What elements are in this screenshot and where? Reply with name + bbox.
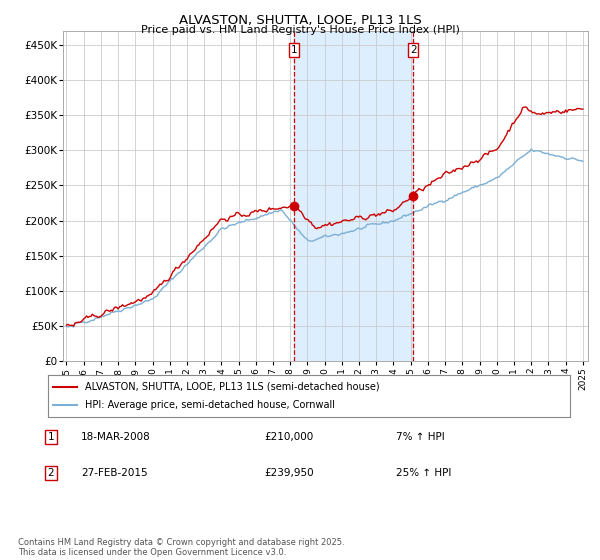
Text: Contains HM Land Registry data © Crown copyright and database right 2025.
This d: Contains HM Land Registry data © Crown c… <box>18 538 344 557</box>
Bar <box>294 31 413 361</box>
Text: 2: 2 <box>47 468 55 478</box>
Text: 27-FEB-2015: 27-FEB-2015 <box>81 468 148 478</box>
Text: HPI: Average price, semi-detached house, Cornwall: HPI: Average price, semi-detached house,… <box>85 400 335 410</box>
Text: 25% ↑ HPI: 25% ↑ HPI <box>396 468 451 478</box>
Text: 1: 1 <box>47 432 55 442</box>
Text: Price paid vs. HM Land Registry's House Price Index (HPI): Price paid vs. HM Land Registry's House … <box>140 25 460 35</box>
Text: ALVASTON, SHUTTA, LOOE, PL13 1LS: ALVASTON, SHUTTA, LOOE, PL13 1LS <box>179 14 421 27</box>
Text: 18-MAR-2008: 18-MAR-2008 <box>81 432 151 442</box>
Text: 1: 1 <box>290 45 297 55</box>
Text: ALVASTON, SHUTTA, LOOE, PL13 1LS (semi-detached house): ALVASTON, SHUTTA, LOOE, PL13 1LS (semi-d… <box>85 382 379 392</box>
Text: £210,000: £210,000 <box>264 432 313 442</box>
Text: 7% ↑ HPI: 7% ↑ HPI <box>396 432 445 442</box>
Text: £239,950: £239,950 <box>264 468 314 478</box>
Text: 2: 2 <box>410 45 416 55</box>
